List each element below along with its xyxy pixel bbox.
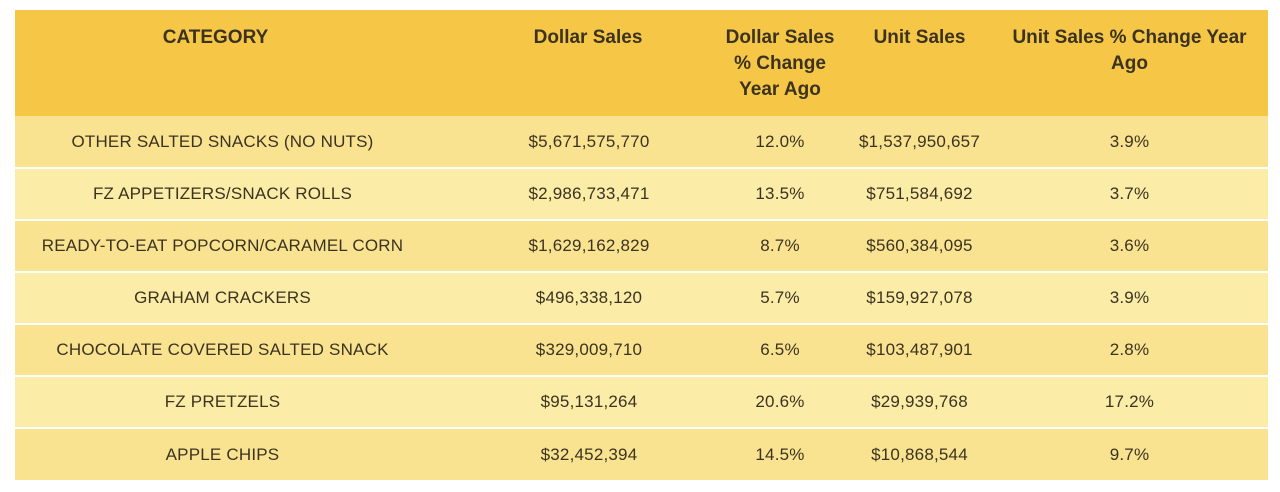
header-category: CATEGORY (162, 27, 269, 48)
cell-dollar-sales-change: 14.5% (712, 427, 848, 480)
cell-dollar-sales-change: 8.7% (712, 219, 848, 272)
cell-unit-sales: $10,868,544 (848, 427, 991, 480)
cell-unit-sales: $103,487,901 (848, 323, 991, 376)
cell-category: READY-TO-EAT POPCORN/CARAMEL CORN (15, 219, 432, 272)
cell-unit-sales-change: 17.2% (991, 375, 1268, 428)
cell-dollar-sales: $496,338,120 (432, 271, 712, 324)
snack-sales-table: CATEGORY Dollar Sales Dollar Sales % Cha… (15, 10, 1268, 480)
cell-category: FZ PRETZELS (15, 375, 432, 428)
table-row: FZ PRETZELS $95,131,264 20.6% $29,939,76… (15, 375, 1268, 428)
header-unit-sales: Unit Sales (873, 27, 966, 48)
cell-unit-sales: $751,584,692 (848, 167, 991, 220)
cell-dollar-sales: $329,009,710 (432, 323, 712, 376)
table-row: OTHER SALTED SNACKS (NO NUTS) $5,671,575… (15, 116, 1268, 168)
cell-unit-sales-change: 2.8% (991, 323, 1268, 376)
cell-category: APPLE CHIPS (15, 427, 432, 480)
cell-category: OTHER SALTED SNACKS (NO NUTS) (71, 131, 374, 151)
cell-unit-sales: $1,537,950,657 (859, 131, 980, 151)
cell-dollar-sales-change: 13.5% (712, 167, 848, 220)
header-dollar-sales-change: Dollar Sales % Change Year Ago (725, 27, 835, 100)
table-row: GRAHAM CRACKERS $496,338,120 5.7% $159,9… (15, 271, 1268, 324)
table-row: FZ APPETIZERS/SNACK ROLLS $2,986,733,471… (15, 167, 1268, 220)
header-dollar-sales: Dollar Sales (533, 27, 643, 48)
cell-category: CHOCOLATE COVERED SALTED SNACK (15, 323, 432, 376)
header-unit-sales-change: Unit Sales % Change Year Ago (1012, 27, 1247, 74)
cell-dollar-sales-change: 20.6% (712, 375, 848, 428)
cell-unit-sales-change: 3.6% (991, 219, 1268, 272)
cell-dollar-sales: $95,131,264 (432, 375, 712, 428)
cell-unit-sales-change: 9.7% (991, 427, 1268, 480)
cell-unit-sales: $159,927,078 (848, 271, 991, 324)
table-row: APPLE CHIPS $32,452,394 14.5% $10,868,54… (15, 427, 1268, 480)
cell-dollar-sales: $1,629,162,829 (432, 219, 712, 272)
cell-unit-sales-change: 3.9% (991, 271, 1268, 324)
cell-dollar-sales: $2,986,733,471 (432, 167, 712, 220)
cell-category: FZ APPETIZERS/SNACK ROLLS (15, 167, 432, 220)
cell-unit-sales: $560,384,095 (848, 219, 991, 272)
cell-unit-sales-change: 3.9% (1109, 131, 1150, 151)
cell-dollar-sales: $5,671,575,770 (528, 131, 650, 151)
table-header-row: CATEGORY Dollar Sales Dollar Sales % Cha… (15, 10, 1268, 116)
cell-dollar-sales-change: 6.5% (712, 323, 848, 376)
sales-table-container: CATEGORY Dollar Sales Dollar Sales % Cha… (15, 10, 1268, 480)
cell-dollar-sales-change: 5.7% (712, 271, 848, 324)
cell-unit-sales: $29,939,768 (848, 375, 991, 428)
cell-unit-sales-change: 3.7% (991, 167, 1268, 220)
cell-category: GRAHAM CRACKERS (15, 271, 432, 324)
table-row: CHOCOLATE COVERED SALTED SNACK $329,009,… (15, 323, 1268, 376)
table-row: READY-TO-EAT POPCORN/CARAMEL CORN $1,629… (15, 219, 1268, 272)
cell-dollar-sales: $32,452,394 (432, 427, 712, 480)
cell-dollar-sales-change: 12.0% (755, 131, 805, 151)
